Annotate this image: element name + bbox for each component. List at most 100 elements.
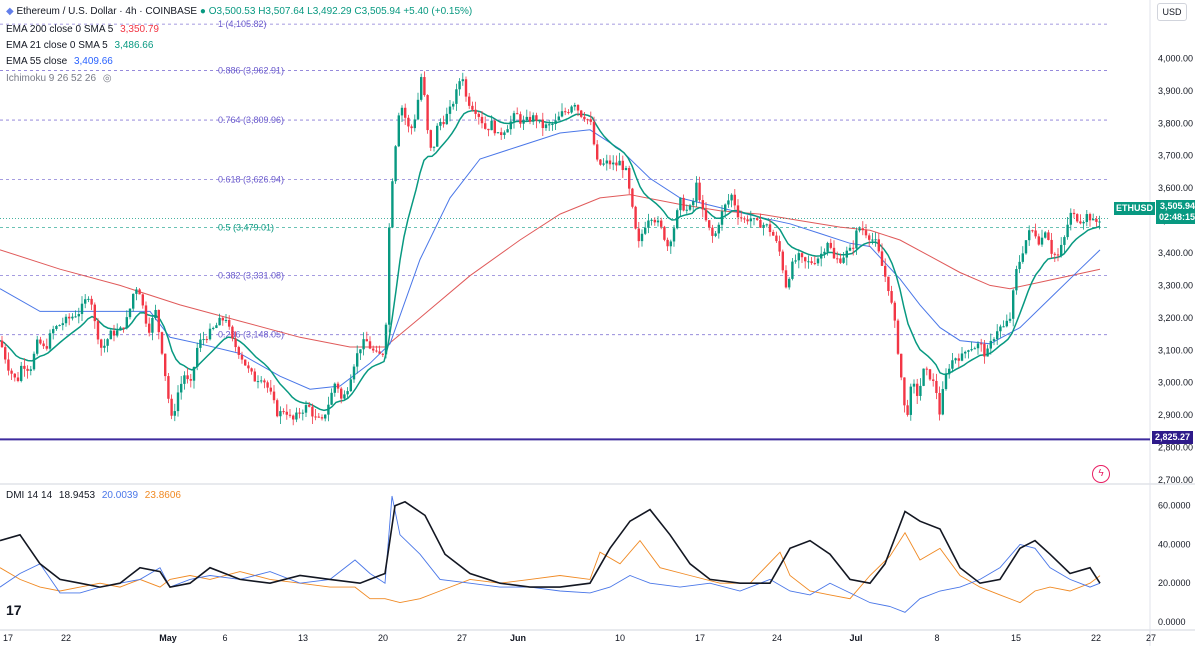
candle-body — [903, 377, 906, 406]
candle-body — [1018, 261, 1021, 270]
indicator-ema200[interactable]: EMA 200 close 0 SMA 5 3,350.79 — [6, 23, 159, 36]
candle-body — [359, 349, 362, 354]
candle-body — [282, 411, 285, 413]
market-status-dot: ● — [199, 6, 206, 17]
candle-body — [154, 309, 157, 318]
candle-body — [372, 348, 375, 351]
candle-body — [909, 386, 912, 415]
candle-body — [852, 247, 855, 249]
candle-body — [173, 411, 176, 416]
symbol-header[interactable]: ◆ Ethereum / U.S. Dollar · 4h · COINBASE… — [6, 5, 472, 18]
candle-body — [516, 113, 519, 115]
dmi-legend[interactable]: DMI 14 14 18.9453 20.0039 23.8606 — [6, 489, 181, 502]
candle-body — [964, 351, 967, 354]
candle-body — [612, 162, 615, 165]
candle-body — [349, 379, 352, 392]
candle-body — [48, 333, 52, 349]
candle-body — [919, 385, 922, 396]
time-tick-label: 17 — [695, 633, 705, 643]
eye-hidden-icon[interactable]: ◎ — [102, 73, 112, 84]
candle-body — [298, 412, 301, 414]
candle-body — [135, 289, 138, 294]
dmi-tick-label: 60.0000 — [1158, 501, 1191, 511]
fib-level-label: 1 (4,105.82) — [218, 19, 267, 29]
tradingview-logo: 17 — [6, 602, 22, 618]
candle-body — [730, 194, 733, 201]
indicator-value: 3,350.79 — [120, 24, 159, 35]
fibonacci-retracement[interactable]: 1 (4,105.82) 0.886 (3,962.91) 0.764 (3,809… — [0, 19, 1110, 340]
indicator-ichimoku[interactable]: Ichimoku 9 26 52 26 ◎ — [6, 72, 112, 85]
candle-body — [1079, 221, 1082, 224]
candle-body — [1034, 230, 1037, 237]
candle-body — [1024, 240, 1028, 254]
price-tick-label: 2,900.00 — [1158, 410, 1193, 420]
last-price-value: 3,505.94 — [1159, 201, 1195, 211]
candle-body — [890, 291, 893, 303]
candle-body — [234, 338, 237, 348]
candle-body — [112, 330, 116, 336]
candle-body — [452, 103, 455, 107]
lightning-icon[interactable]: ϟ — [1092, 465, 1110, 483]
candle-body — [106, 339, 109, 346]
price-tick-label: 3,300.00 — [1158, 280, 1193, 290]
candle-body — [1092, 219, 1095, 221]
time-axis[interactable]: 17 22 May 6 13 20 27 Jun 10 17 24 Jul 8 15 22 27 — [3, 633, 1156, 643]
indicator-label: EMA 21 close 0 SMA 5 — [6, 40, 108, 51]
candle-body — [618, 160, 621, 166]
price-axis[interactable]: 4,000.00 3,900.00 3,800.00 3,700.00 3,600.00… — [1158, 53, 1193, 627]
symbol-name: Ethereum / U.S. Dollar · 4h · COINBASE — [16, 6, 198, 17]
candle-body — [688, 205, 692, 210]
candle-body — [557, 116, 560, 121]
candle-body — [132, 293, 135, 309]
candle-body — [285, 411, 288, 415]
candle-body — [999, 326, 1002, 332]
dmi-adx-line — [0, 500, 1101, 588]
indicator-value: 3,486.66 — [114, 40, 154, 51]
candle-body — [237, 347, 240, 355]
candle-body — [804, 257, 807, 262]
last-price-value-badge: 3,505.94 02:48:15 — [1156, 200, 1195, 224]
candle-body — [989, 340, 992, 349]
time-tick-label: 15 — [1011, 633, 1021, 643]
candle-body — [698, 182, 701, 201]
candle-body — [704, 209, 708, 221]
candle-body — [93, 304, 96, 322]
candle-body — [397, 115, 400, 147]
candle-body — [932, 379, 935, 381]
candle-body — [749, 218, 752, 222]
candle-body — [84, 299, 87, 304]
candle-body — [602, 163, 605, 165]
dmi-minus-di-value: 23.8606 — [144, 490, 181, 501]
fib-level-label: 0.886 (3,962.91) — [218, 65, 284, 75]
candle-body — [378, 351, 381, 354]
candle-body — [196, 347, 199, 367]
candle-body — [823, 251, 826, 254]
candle-body — [986, 348, 989, 357]
candle-body — [413, 119, 416, 129]
candle-body — [253, 371, 256, 382]
candle-body — [292, 415, 295, 420]
candle-body — [605, 160, 608, 164]
candle-body — [352, 366, 356, 380]
time-tick-label: 10 — [615, 633, 625, 643]
candle-body — [576, 105, 580, 111]
candle-body — [125, 317, 128, 329]
candle-body — [759, 219, 762, 228]
ohlc-values: O3,500.53 H3,507.64 L3,492.29 C3,505.94 … — [208, 6, 473, 17]
candle-body — [295, 412, 298, 420]
candle-body — [484, 123, 487, 129]
candle-body — [951, 360, 954, 369]
candle-body — [884, 265, 887, 277]
price-tick-label: 2,800.00 — [1158, 443, 1193, 453]
candle-body — [333, 383, 336, 393]
indicator-ema21[interactable]: EMA 21 close 0 SMA 5 3,486.66 — [6, 39, 153, 52]
fib-level-label: 0.764 (3,809.96) — [218, 115, 284, 125]
indicator-ema55[interactable]: EMA 55 close 3,409.66 — [6, 55, 113, 68]
currency-selector[interactable]: USD — [1157, 3, 1187, 21]
candle-body — [279, 411, 282, 417]
candle-body — [1066, 224, 1069, 238]
candle-body — [736, 205, 740, 218]
candle-body — [103, 345, 106, 348]
candle-body — [90, 298, 93, 305]
